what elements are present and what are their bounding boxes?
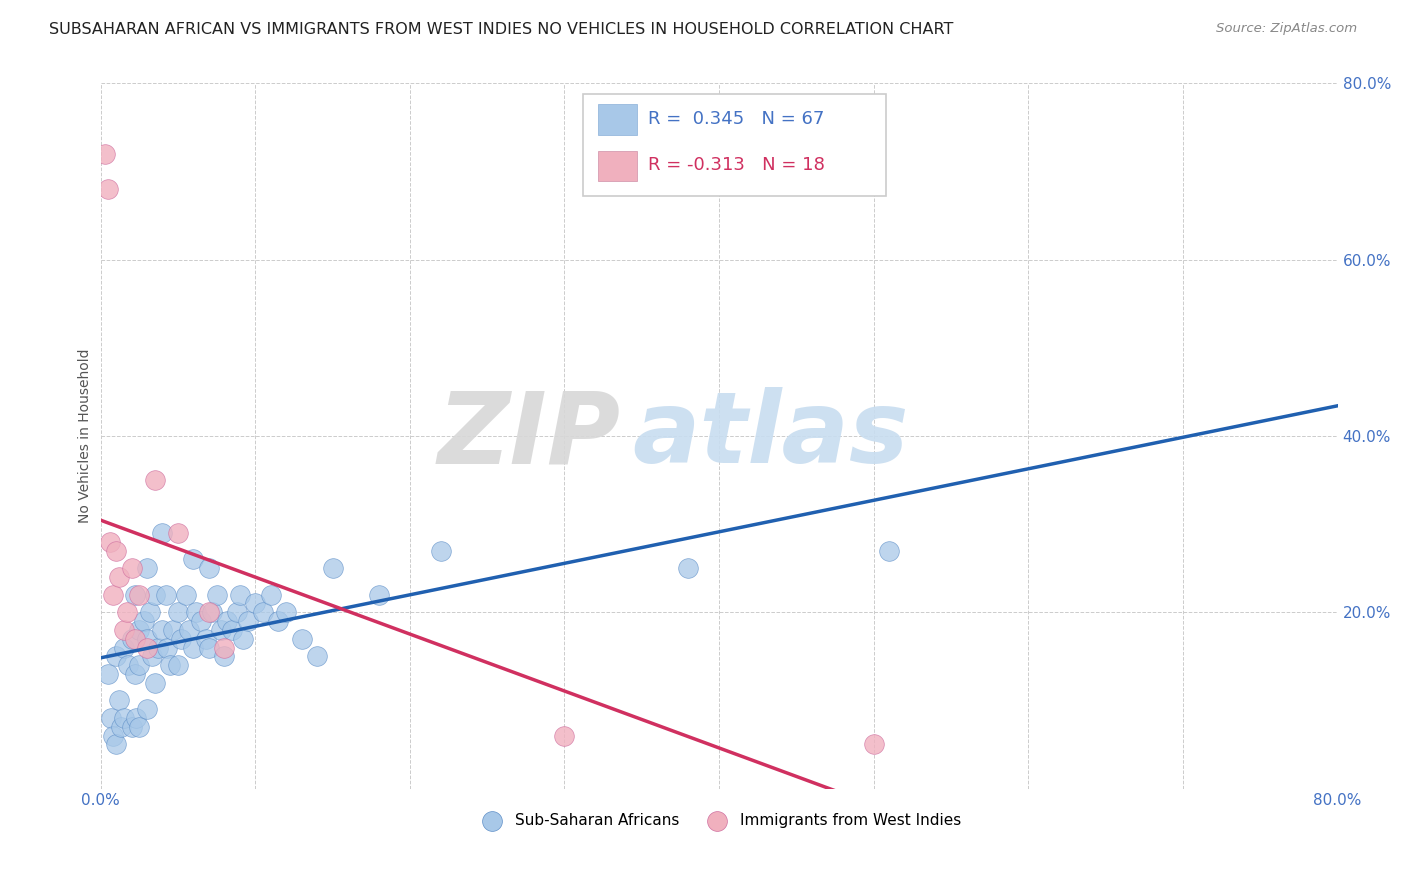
Point: [183, 640, 205, 655]
Text: R =  0.345   N = 67: R = 0.345 N = 67: [648, 110, 824, 128]
Point: [236, 614, 259, 628]
Point: [128, 720, 150, 734]
Point: [177, 623, 200, 637]
Point: [124, 588, 146, 602]
Point: [141, 649, 163, 664]
Text: R = -0.313   N = 18: R = -0.313 N = 18: [648, 156, 825, 174]
Point: [214, 649, 236, 664]
Point: [97, 182, 120, 196]
Point: [136, 632, 159, 646]
Point: [136, 561, 159, 575]
Point: [205, 588, 228, 602]
Point: [112, 623, 135, 637]
Point: [124, 667, 146, 681]
Point: [170, 632, 193, 646]
Point: [322, 561, 344, 575]
Point: [174, 588, 197, 602]
Point: [217, 614, 239, 628]
Point: [121, 561, 143, 575]
Point: [108, 693, 131, 707]
Point: [121, 720, 143, 734]
Point: [105, 649, 128, 664]
Point: [121, 632, 143, 646]
Point: [209, 623, 232, 637]
Point: [139, 605, 162, 619]
Point: [167, 525, 190, 540]
Point: [110, 720, 132, 734]
Point: [232, 632, 254, 646]
Point: [152, 525, 174, 540]
Point: [167, 605, 190, 619]
Point: [98, 534, 121, 549]
Point: [221, 623, 243, 637]
Point: [291, 632, 314, 646]
Point: [201, 605, 224, 619]
Point: [156, 640, 179, 655]
Point: [94, 147, 117, 161]
Point: [252, 605, 274, 619]
Point: [162, 623, 184, 637]
Point: [159, 658, 181, 673]
Point: [430, 543, 453, 558]
Point: [101, 588, 124, 602]
Legend: Sub-Saharan Africans, Immigrants from West Indies: Sub-Saharan Africans, Immigrants from We…: [471, 806, 967, 834]
Point: [198, 640, 221, 655]
Point: [128, 623, 150, 637]
Y-axis label: No Vehicles in Household: No Vehicles in Household: [79, 349, 93, 524]
Point: [877, 543, 900, 558]
Point: [167, 658, 190, 673]
Point: [183, 552, 205, 566]
Point: [143, 588, 166, 602]
Text: ZIP: ZIP: [437, 387, 620, 484]
Point: [260, 588, 283, 602]
Point: [125, 711, 148, 725]
Point: [307, 649, 329, 664]
Point: [267, 614, 290, 628]
Point: [368, 588, 391, 602]
Point: [128, 588, 150, 602]
Point: [190, 614, 212, 628]
Point: [124, 632, 146, 646]
Text: SUBSAHARAN AFRICAN VS IMMIGRANTS FROM WEST INDIES NO VEHICLES IN HOUSEHOLD CORRE: SUBSAHARAN AFRICAN VS IMMIGRANTS FROM WE…: [49, 22, 953, 37]
Point: [143, 473, 166, 487]
Point: [128, 658, 150, 673]
Point: [186, 605, 208, 619]
Point: [152, 623, 174, 637]
Point: [245, 597, 267, 611]
Point: [115, 605, 138, 619]
Point: [105, 543, 128, 558]
Point: [214, 640, 236, 655]
Point: [198, 605, 221, 619]
Point: [862, 738, 884, 752]
Point: [136, 702, 159, 716]
Point: [108, 570, 131, 584]
Point: [97, 667, 120, 681]
Point: [117, 658, 139, 673]
Point: [105, 738, 128, 752]
Point: [225, 605, 247, 619]
Point: [132, 614, 155, 628]
Point: [101, 729, 124, 743]
Point: [553, 729, 575, 743]
Point: [136, 640, 159, 655]
Point: [112, 711, 135, 725]
Point: [229, 588, 252, 602]
Point: [155, 588, 177, 602]
Text: atlas: atlas: [633, 387, 910, 484]
Point: [676, 561, 699, 575]
Point: [112, 640, 135, 655]
Point: [194, 632, 217, 646]
Point: [143, 675, 166, 690]
Text: Source: ZipAtlas.com: Source: ZipAtlas.com: [1216, 22, 1357, 36]
Point: [100, 711, 122, 725]
Point: [276, 605, 298, 619]
Point: [146, 640, 169, 655]
Point: [198, 561, 221, 575]
